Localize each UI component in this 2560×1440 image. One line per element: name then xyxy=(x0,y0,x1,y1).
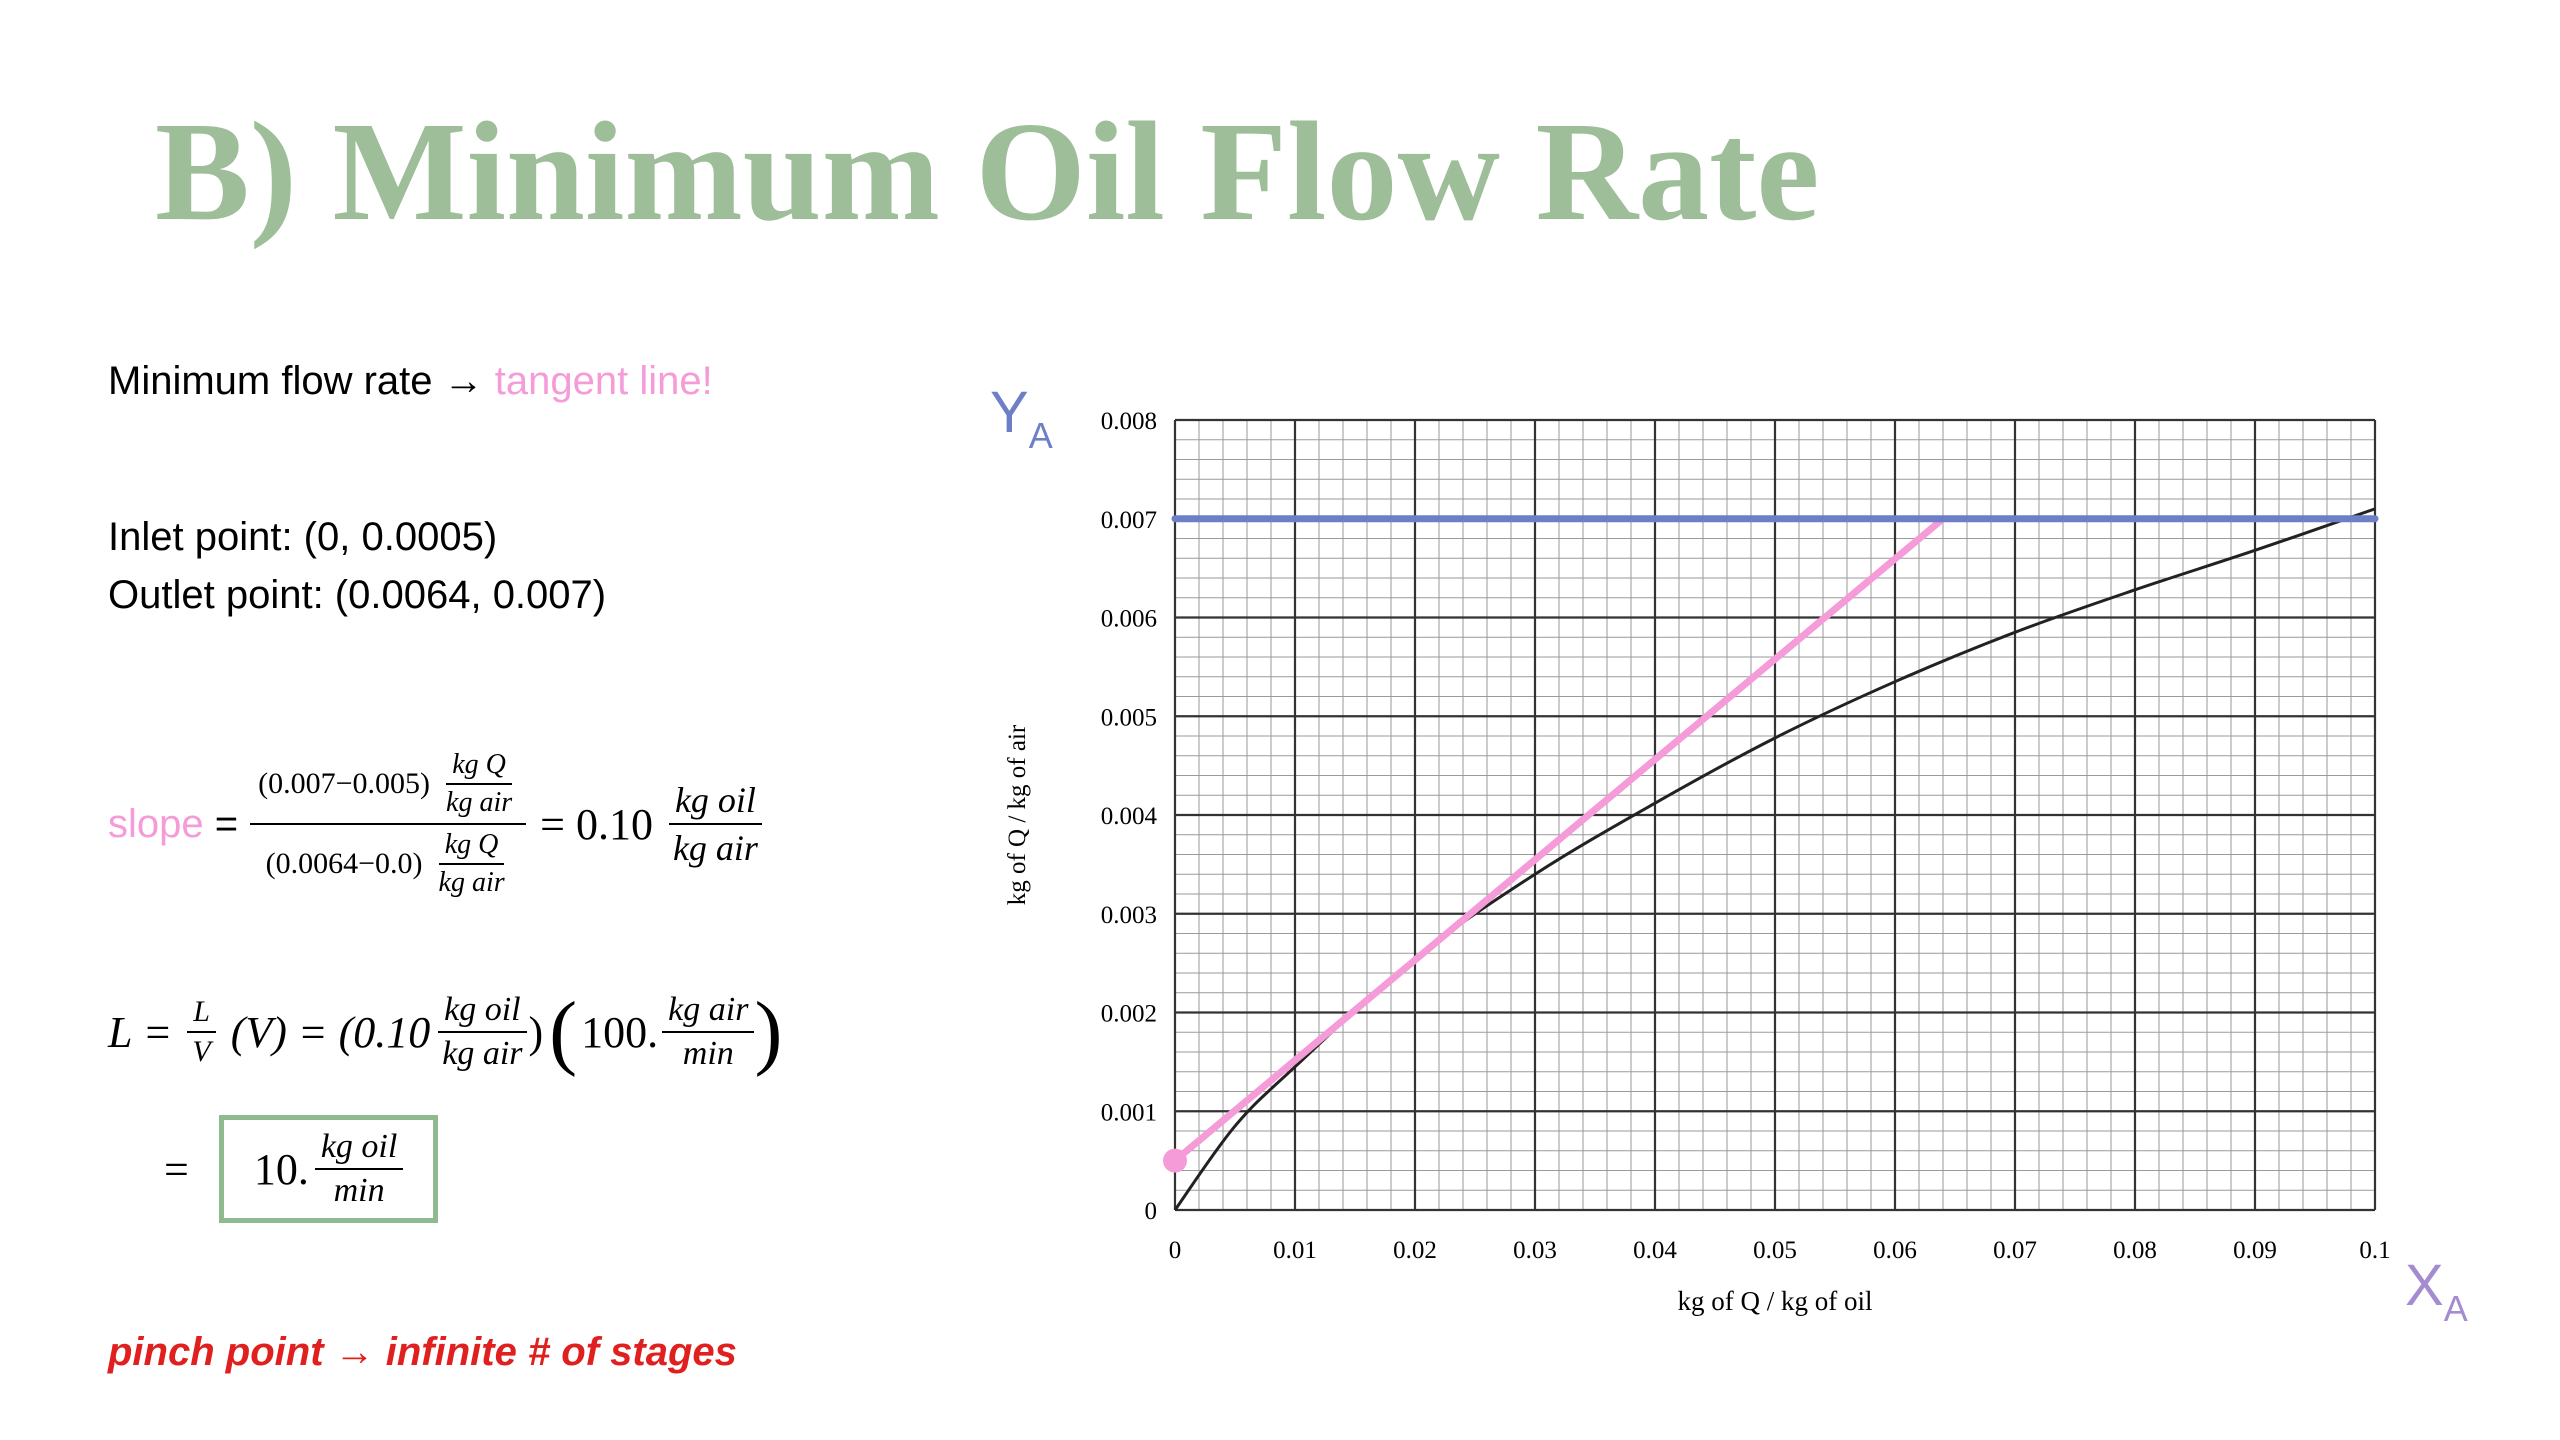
x-corner-main: X xyxy=(2405,1253,2444,1318)
x-tick-label: 0.09 xyxy=(2233,1237,2277,1264)
unit-den: kg air xyxy=(672,828,758,868)
y-corner-label: YA xyxy=(990,380,1053,456)
equilibrium-curve xyxy=(1173,507,2376,1211)
unit-num: kg air xyxy=(662,991,755,1033)
slope-equals: = xyxy=(203,801,239,846)
x-tick-label: 0.04 xyxy=(1633,1237,1677,1264)
slope-label: slope xyxy=(108,801,204,846)
unit-den: kg air xyxy=(438,867,505,898)
inlet-point-marker xyxy=(1163,1148,1187,1173)
unit-kgair-per-min: kg air min xyxy=(662,991,755,1073)
operating-line xyxy=(1171,515,1947,1165)
x-tick-label: 0.01 xyxy=(1273,1237,1317,1264)
x-tick-label: 0 xyxy=(1169,1237,1182,1264)
equilibrium-chart: 0 0.01 0.02 0.03 0.04 0.05 0.06 0.07 0.08 0.09 0.1… xyxy=(990,380,2468,1329)
y-tick-label: 0.006 xyxy=(1101,606,1157,633)
pinch-point-note: pinch point → infinite # of stages xyxy=(108,1330,737,1374)
y-tick-label: 0.008 xyxy=(1101,408,1157,435)
minimum-flow-text: Minimum flow rate → xyxy=(108,359,495,403)
L-V-term: (V) = (0.10 xyxy=(230,1007,431,1057)
x-corner-label: XA xyxy=(2405,1253,2468,1329)
outlet-point-text: Outlet point: (0.0064, 0.007) xyxy=(108,573,607,617)
answer-box: 10. kg oil min xyxy=(218,1115,439,1223)
slide-title: B) Minimum Oil Flow Rate xyxy=(155,92,1820,250)
x-tick-labels: 0 0.01 0.02 0.03 0.04 0.05 0.06 0.07 0.08 0.09 0.1 xyxy=(1169,1237,2391,1264)
y-tick-label: 0 xyxy=(1145,1198,1158,1225)
slope-equation: slope = (0.007−0.005) kg Q kg air (0.006… xyxy=(108,745,764,903)
unit-den: kg air xyxy=(442,1035,523,1072)
unit-num: kg Q xyxy=(446,749,512,785)
y-corner-sub: A xyxy=(1029,415,1053,456)
x-tick-label: 0.05 xyxy=(1753,1237,1797,1264)
y-axis-label: kg of Q / kg of air xyxy=(1004,724,1031,905)
y-tick-labels: 0 0.001 0.002 0.003 0.004 0.005 0.006 0.007 0.00… xyxy=(1101,408,1158,1225)
y-tick-label: 0.007 xyxy=(1101,507,1157,534)
slope-numerator: (0.007−0.005) kg Q kg air xyxy=(250,745,527,825)
L-over-V: L V xyxy=(186,995,216,1069)
big-paren-open: ( xyxy=(549,985,578,1078)
close-paren: ) xyxy=(528,1007,544,1057)
y-tick-label: 0.005 xyxy=(1101,704,1157,731)
x-tick-label: 0.06 xyxy=(1873,1237,1917,1264)
liquid-flow-equation: L = L V (V) = (0.10 kg oil kg air ) ( 10… xyxy=(108,990,782,1074)
unit-den: kg air xyxy=(446,787,513,818)
slope-result: = 0.10 xyxy=(540,799,653,849)
x-tick-label: 0.03 xyxy=(1513,1237,1557,1264)
unit-num: kg Q xyxy=(438,829,505,865)
unit-num: kg oil xyxy=(668,779,762,825)
slope-denominator-value: (0.0064−0.0) xyxy=(265,847,423,880)
y-corner-main: Y xyxy=(990,380,1029,445)
y-tick-label: 0.002 xyxy=(1101,1001,1157,1028)
y-tick-label: 0.003 xyxy=(1101,902,1157,929)
big-paren-close: ) xyxy=(754,985,783,1078)
x-tick-label: 0.07 xyxy=(1993,1237,2037,1264)
slope-denominator-unit: kg Q kg air xyxy=(433,829,511,899)
L-equals: L = xyxy=(108,1007,173,1057)
slope-numerator-value: (0.007−0.005) xyxy=(258,767,431,800)
y-tick-label: 0.004 xyxy=(1101,803,1158,830)
chart-series xyxy=(1163,507,2379,1211)
x-tick-label: 0.1 xyxy=(2359,1237,2390,1264)
y-tick-label: 0.001 xyxy=(1101,1099,1157,1126)
minimum-flow-line: Minimum flow rate → tangent line! xyxy=(108,352,713,410)
x-tick-label: 0.02 xyxy=(1393,1237,1437,1264)
unit-kgoil-per-kgair: kg oil kg air xyxy=(436,991,528,1073)
unit-num: kg oil xyxy=(314,1128,404,1170)
tangent-line-text: tangent line! xyxy=(494,359,713,403)
x-tick-label: 0.08 xyxy=(2113,1237,2157,1264)
slope-fraction: (0.007−0.005) kg Q kg air (0.0064−0.0) k… xyxy=(250,745,527,903)
unit-den: min xyxy=(333,1172,385,1209)
answer-equals: = xyxy=(164,1144,189,1194)
answer-row: = 10. kg oil min xyxy=(150,1115,439,1223)
unit-num: kg oil xyxy=(438,991,527,1033)
slope-numerator-unit: kg Q kg air xyxy=(440,749,518,819)
slope-denominator: (0.0064−0.0) kg Q kg air xyxy=(258,825,519,903)
slope-result-unit: kg oil kg air xyxy=(667,779,764,869)
unit-den: min xyxy=(682,1035,734,1072)
inlet-point-text: Inlet point: (0, 0.0005) xyxy=(108,515,498,559)
answer-unit: kg oil min xyxy=(314,1128,404,1210)
frac-den: V xyxy=(192,1035,211,1068)
vapor-rate-value: 100. xyxy=(581,1007,659,1057)
frac-num: L xyxy=(187,995,216,1033)
answer-value: 10. xyxy=(253,1144,309,1194)
x-corner-sub: A xyxy=(2444,1288,2468,1329)
x-axis-label: kg of Q / kg of oil xyxy=(1678,1286,1873,1316)
slope-label-group: slope = xyxy=(108,802,238,847)
